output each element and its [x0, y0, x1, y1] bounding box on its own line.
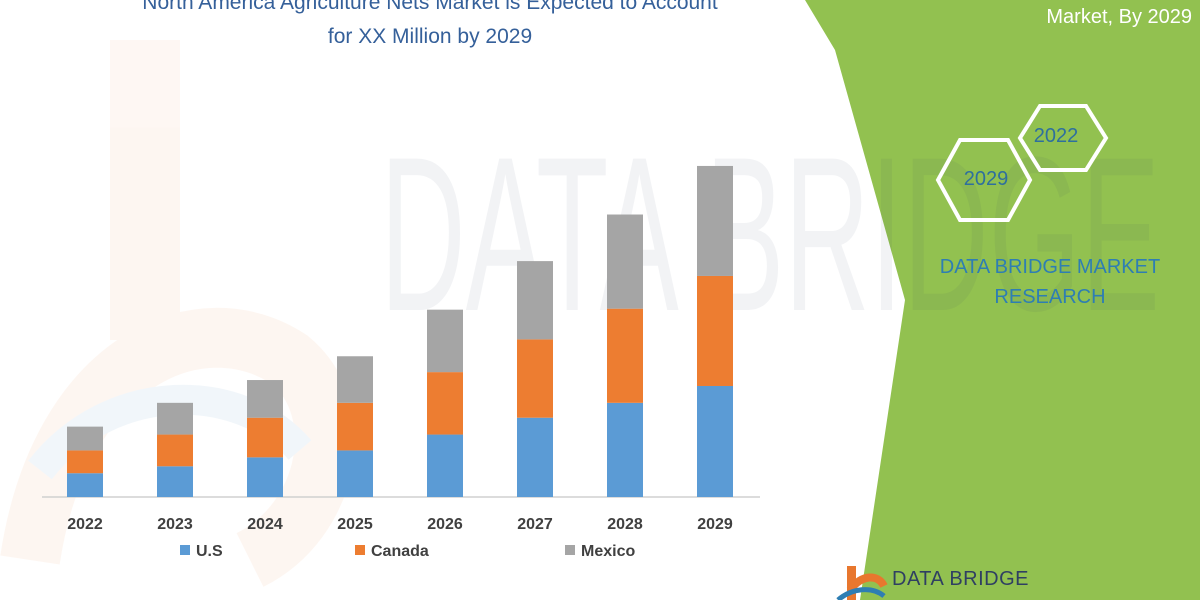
legend: U.S Canada Mexico [180, 543, 635, 560]
logo-mark-icon [836, 566, 888, 602]
bar-2028-us [607, 402, 643, 497]
brand-name: DATA BRIDGE MARKET RESEARCH [900, 252, 1200, 312]
bar-2026-mexico [427, 309, 463, 373]
bar-2027-canada [517, 339, 553, 418]
bar-2027-us [517, 417, 553, 497]
bar-2022-us [67, 473, 103, 497]
x-tick-label: 2029 [697, 516, 733, 533]
bar-2023-canada [157, 434, 193, 467]
brand-line-1: DATA BRIDGE MARKET [939, 256, 1161, 278]
legend-label: U.S [196, 543, 223, 560]
green-panel [805, 0, 1200, 600]
title-line-1: North America Agriculture Nets Market is… [142, 0, 718, 14]
brand-line-2: RESEARCH [994, 286, 1106, 308]
bar-2023-us [157, 466, 193, 497]
side-subtitle: Market, By 2029 [1046, 6, 1192, 28]
legend-label: Mexico [581, 543, 635, 560]
x-tick-label: 2022 [67, 516, 103, 533]
legend-swatch-canada [355, 545, 365, 555]
hex-2029-icon [935, 138, 1033, 222]
x-tick-label: 2026 [427, 516, 463, 533]
chart-title: North America Agriculture Nets Market is… [60, 0, 800, 54]
x-tick-labels: 2022 2023 2024 2025 2026 2027 2028 2029 [67, 516, 733, 533]
bar-2022-canada [67, 450, 103, 474]
x-tick-label: 2025 [337, 516, 373, 533]
bar-2025-mexico [337, 356, 373, 403]
title-line-2: for XX Million by 2029 [327, 25, 533, 48]
hex-2022-label: 2022 [1033, 125, 1079, 147]
bars-group [67, 165, 733, 497]
bar-2026-canada [427, 372, 463, 435]
bar-2024-mexico [247, 380, 283, 418]
bar-2025-canada [337, 402, 373, 451]
hex-2029-label: 2029 [963, 168, 1009, 190]
bar-2025-us [337, 450, 373, 497]
bar-2029-us [697, 385, 733, 497]
bar-2022-mexico [67, 426, 103, 451]
bar-2024-canada [247, 417, 283, 458]
legend-swatch-mexico [565, 545, 575, 555]
bar-2028-canada [607, 308, 643, 403]
x-tick-label: 2028 [607, 516, 643, 533]
bar-2027-mexico [517, 261, 553, 340]
bar-2023-mexico [157, 402, 193, 435]
legend-label: Canada [371, 543, 429, 560]
x-tick-label: 2024 [247, 516, 283, 533]
bar-2028-mexico [607, 214, 643, 309]
x-tick-label: 2023 [157, 516, 193, 533]
bar-2029-canada [697, 275, 733, 386]
bar-2026-us [427, 434, 463, 497]
x-tick-label: 2027 [517, 516, 553, 533]
logo-text: DATA BRIDGE [892, 568, 1030, 590]
hex-2022-icon [1017, 104, 1109, 172]
bar-2024-us [247, 457, 283, 497]
bar-2029-mexico [697, 165, 733, 276]
legend-swatch-us [180, 545, 190, 555]
